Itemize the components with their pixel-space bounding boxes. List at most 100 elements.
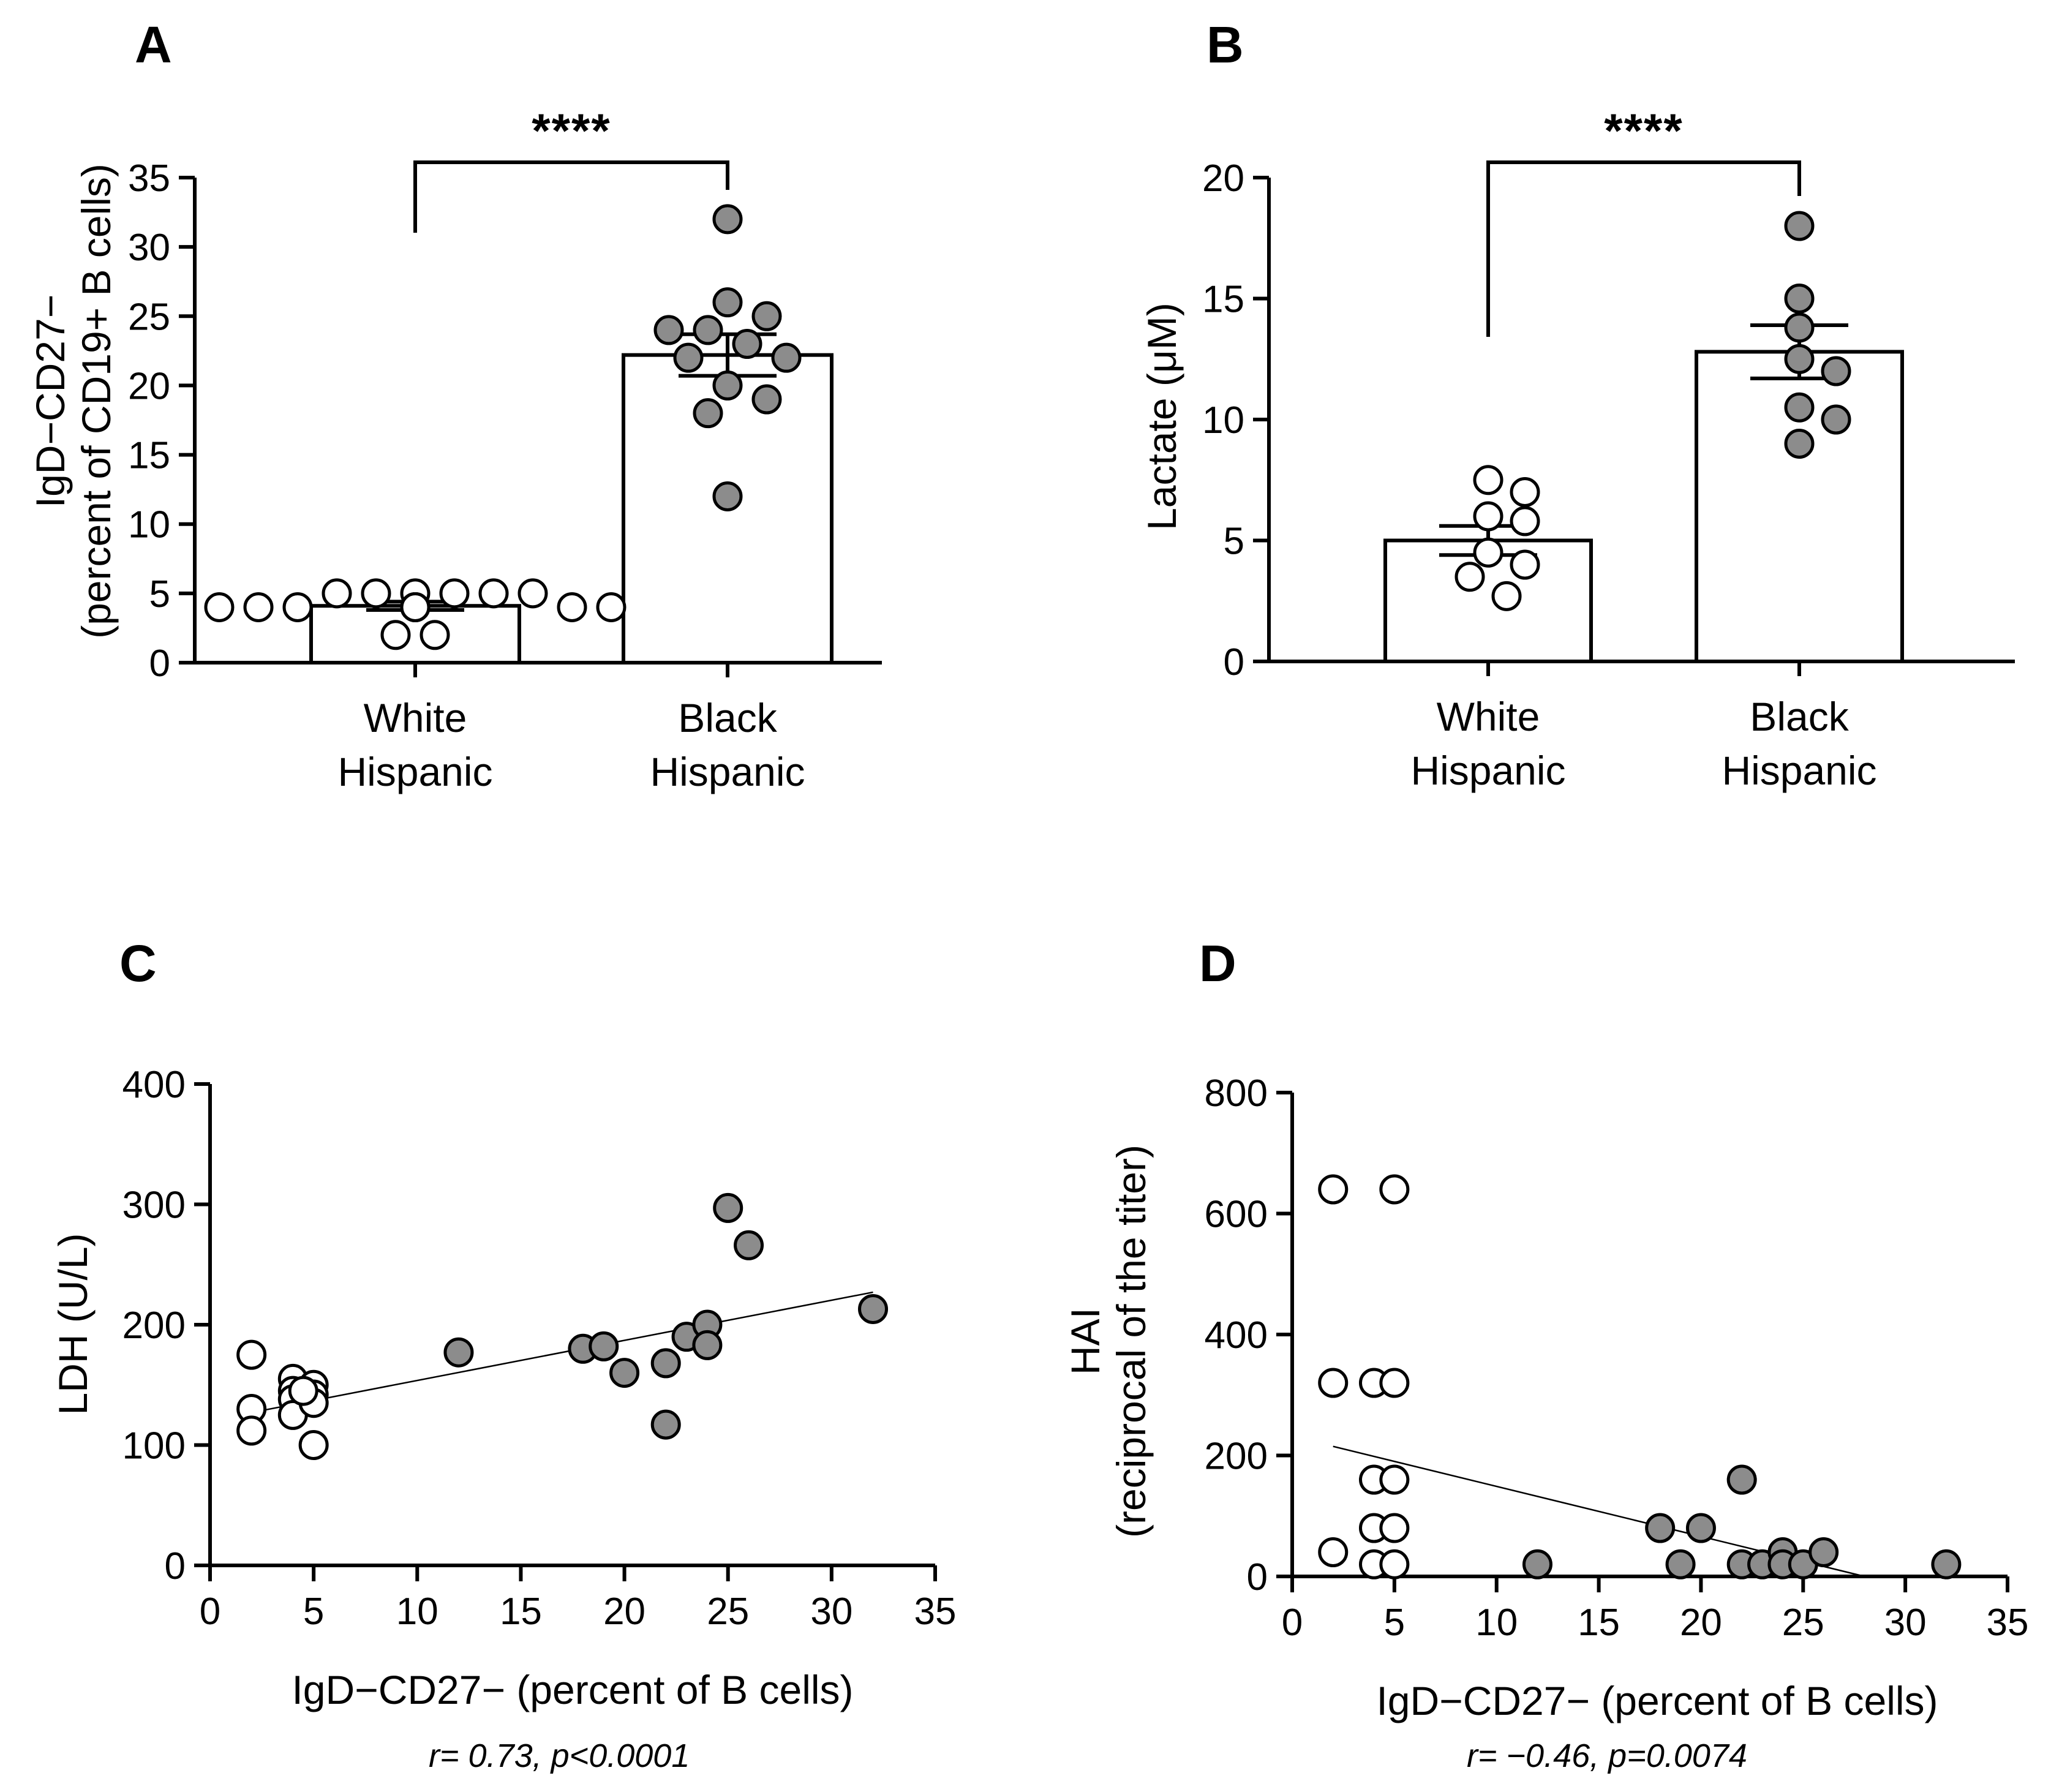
panel-a-data-point — [517, 578, 548, 609]
panel-c-points — [236, 1192, 889, 1460]
panel-c-data-point — [713, 1192, 743, 1223]
panel-a-y-tick-label: 10 — [128, 504, 170, 546]
panel-c-x-tick-label: 30 — [810, 1591, 852, 1633]
panel-a-y-tick-label: 5 — [149, 573, 170, 616]
panel-c-correlation: r= 0.73, p<0.0001 — [429, 1737, 690, 1774]
panel-c-y-tick-label: 200 — [122, 1304, 186, 1347]
panel-a-data-point — [732, 329, 762, 360]
panel-c-y-tick-label: 0 — [165, 1545, 186, 1587]
panel-d-y-title-2: (reciprocal of the titer) — [1108, 1145, 1154, 1538]
panel-a-data-point — [380, 620, 411, 650]
panel-c-y-tick-label: 100 — [122, 1425, 186, 1467]
panel-d-data-point — [1379, 1368, 1410, 1398]
panel-b-data-point — [1491, 581, 1522, 611]
panel-d-data-point — [1379, 1174, 1410, 1205]
panel-b-data-point — [1510, 506, 1540, 536]
panel-a-cat-2-line2: Hispanic — [650, 749, 805, 794]
panel-a-y-tick-label: 25 — [128, 296, 170, 338]
panel-a-data-point — [771, 342, 802, 373]
panel-a-y-tick-label: 30 — [128, 227, 170, 269]
panel-b: B 0 5 10 15 20 Lactate (μM) White Hispanic B… — [1139, 16, 2015, 793]
panel-b-data-point — [1821, 356, 1851, 386]
panel-b-cat-1-line2: Hispanic — [1410, 748, 1565, 793]
panel-a-significance-stars: **** — [532, 104, 611, 157]
panel-b-cat-2-line1: Black — [1750, 694, 1849, 739]
panel-d-data-point — [1808, 1537, 1839, 1567]
panel-d-data-point — [1379, 1464, 1410, 1495]
panel-a-cat-1-line1: White — [364, 695, 467, 740]
panel-b-data-point — [1473, 501, 1503, 532]
panel-letter-d: D — [1199, 935, 1236, 992]
panel-a-categories: White Hispanic Black Hispanic — [337, 695, 805, 794]
panel-b-data-point — [1455, 562, 1485, 592]
panel-a-ticks: 0 5 10 15 20 25 30 35 — [128, 157, 729, 685]
panel-letter-a: A — [135, 16, 172, 73]
panel-b-y-tick-label: 10 — [1202, 399, 1244, 442]
panel-d-axes — [1290, 1093, 2008, 1578]
panel-a-data-point — [712, 204, 743, 235]
panel-b-data-point — [1784, 429, 1815, 459]
panel-b-ticks: 0 5 10 15 20 — [1202, 157, 1801, 683]
panel-a-y-tick-label: 20 — [128, 365, 170, 407]
panel-c-y-tick-label: 400 — [122, 1064, 186, 1106]
panel-b-y-tick-label: 0 — [1224, 641, 1244, 683]
panel-c-data-point — [288, 1376, 318, 1406]
panel-b-data-point — [1473, 537, 1503, 568]
panel-a: A 0 5 10 15 20 25 30 35 IgD−CD27− (percent of C… — [28, 16, 882, 794]
panel-a-data-point — [673, 342, 704, 373]
panel-b-data-point — [1784, 392, 1815, 423]
panel-c-data-point — [858, 1293, 889, 1324]
panel-c-data-point — [236, 1339, 267, 1370]
panel-c-x-tick-label: 20 — [603, 1591, 645, 1633]
panel-c-data-point — [734, 1230, 764, 1260]
panel-d-y-tick-label: 0 — [1247, 1556, 1268, 1598]
panel-c-y-title: LDH (U/L) — [50, 1233, 96, 1415]
panel-a-cat-2-line1: Black — [678, 695, 777, 740]
panel-c-x-tick-label: 35 — [914, 1591, 957, 1633]
panel-b-y-tick-label: 15 — [1202, 279, 1244, 321]
panel-a-data-point — [693, 315, 723, 345]
panel-d-y-tick-label: 400 — [1205, 1314, 1268, 1357]
panel-d-data-point — [1318, 1174, 1349, 1205]
panel-c-x-tick-label: 10 — [396, 1591, 438, 1633]
panel-a-points — [204, 204, 802, 650]
panel-c-ticks: 0 100 200 300 400 0 5 10 15 20 25 30 35 — [122, 1064, 957, 1633]
panel-a-cat-1-line2: Hispanic — [337, 749, 492, 794]
panel-c-data-point — [589, 1331, 619, 1361]
panel-d-x-tick-label: 0 — [1282, 1602, 1303, 1644]
panel-a-significance-bracket — [413, 160, 729, 233]
panel-c-x-tick-label: 25 — [707, 1591, 749, 1633]
panel-c-x-tick-label: 15 — [500, 1591, 542, 1633]
panel-b-data-point — [1473, 465, 1503, 495]
panel-d-points — [1318, 1174, 1962, 1579]
panel-a-y-tick-label: 35 — [128, 157, 170, 200]
panel-letter-b: B — [1206, 16, 1244, 73]
panel-d-x-tick-label: 20 — [1680, 1602, 1722, 1644]
panel-d-y-tick-label: 600 — [1205, 1194, 1268, 1236]
panel-a-data-point — [712, 481, 743, 511]
panel-a-data-point — [204, 592, 235, 622]
panel-a-data-point — [361, 578, 391, 609]
panel-d-data-point — [1379, 1549, 1410, 1579]
panel-b-data-point — [1784, 344, 1815, 374]
panel-b-data-point — [1510, 549, 1540, 580]
panel-d-data-point — [1726, 1464, 1757, 1495]
panel-a-data-point — [322, 578, 352, 609]
panel-c-x-title: IgD−CD27− (percent of B cells) — [292, 1667, 853, 1712]
panel-c-data-point — [236, 1415, 267, 1446]
panel-b-points — [1455, 211, 1851, 611]
panel-a-data-point — [693, 398, 723, 429]
panel-b-cat-2-line2: Hispanic — [1722, 748, 1876, 793]
panel-a-data-point — [478, 578, 509, 609]
panel-d-x-tick-label: 5 — [1384, 1602, 1405, 1644]
panel-a-y-tick-label: 0 — [149, 642, 170, 685]
panel-c-data-point — [298, 1430, 329, 1460]
panel-b-data-point — [1784, 312, 1815, 343]
panel-a-data-point — [439, 578, 470, 609]
panel-d-data-point — [1379, 1513, 1410, 1543]
panel-a-data-point — [400, 592, 431, 622]
panel-a-data-point — [712, 287, 743, 318]
panel-c-axes — [208, 1084, 935, 1567]
